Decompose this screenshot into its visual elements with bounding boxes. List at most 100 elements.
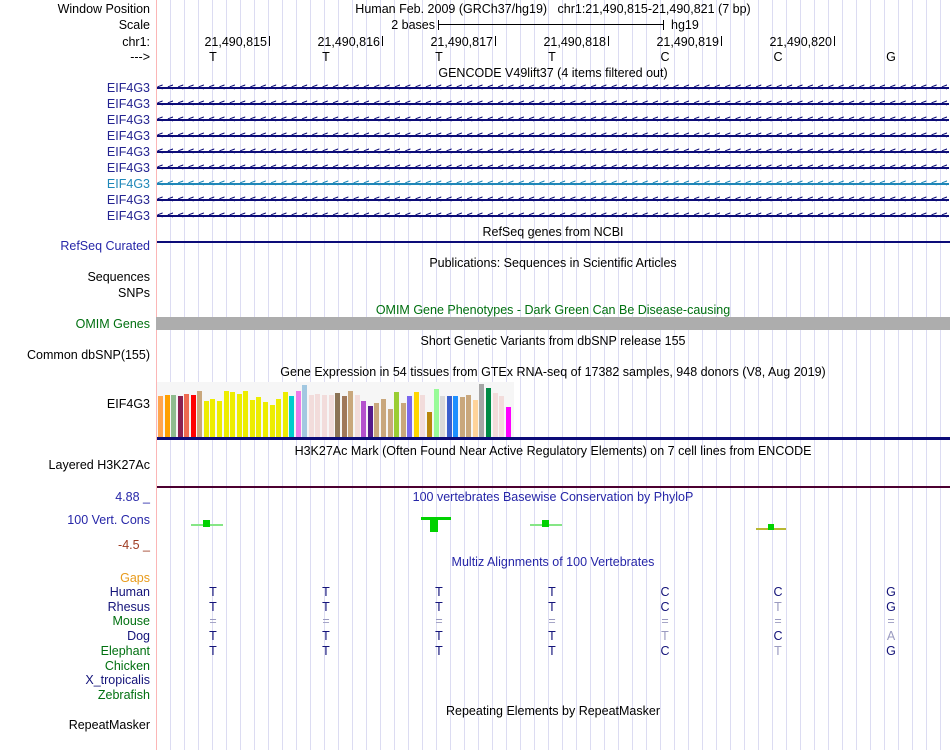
publications-sequences-label[interactable]: Sequences — [87, 270, 150, 284]
alignment-base: T — [774, 600, 782, 614]
alignment-base: = — [548, 614, 556, 628]
gtex-bar — [473, 400, 478, 437]
alignment-base: = — [774, 614, 782, 628]
gtex-bar — [178, 396, 183, 437]
gene-row[interactable]: EIF4G3 <<<<<<<<<<<<<<<<<<<<<<<<<<<<<<<<<<… — [0, 96, 950, 112]
refseq-track-title: RefSeq genes from NCBI — [482, 225, 624, 239]
h3k27ac-signal-line — [157, 486, 950, 488]
gtex-bar — [466, 395, 471, 437]
species-label-human[interactable]: Human — [109, 585, 150, 599]
gene-row[interactable]: EIF4G3 <<<<<<<<<<<<<<<<<<<<<<<<<<<<<<<<<<… — [0, 128, 950, 144]
gtex-bar — [361, 401, 366, 437]
gene-row[interactable]: EIF4G3 <<<<<<<<<<<<<<<<<<<<<<<<<<<<<<<<<<… — [0, 176, 950, 192]
species-label-chicken[interactable]: Chicken — [104, 659, 150, 673]
gtex-expression-chart[interactable] — [157, 382, 514, 437]
gtex-bar — [256, 397, 261, 437]
h3k27ac-track-title: H3K27Ac Mark (Often Found Near Active Re… — [294, 444, 812, 458]
phylop-bar — [542, 520, 549, 527]
species-label-dog[interactable]: Dog — [127, 629, 150, 643]
position-range: chr1:21,490,815-21,490,821 (7 bp) — [557, 2, 751, 16]
gene-label[interactable]: EIF4G3 — [106, 97, 150, 111]
gtex-baseline — [157, 437, 950, 440]
track-area-left-border — [156, 0, 157, 750]
gtex-gene-label[interactable]: EIF4G3 — [106, 397, 150, 411]
gene-direction-arrows: <<<<<<<<<<<<<<<<<<<<<<<<<<<<<<<<<<<<<<<<… — [157, 114, 950, 125]
gtex-bar — [191, 395, 196, 437]
gene-direction-arrows: <<<<<<<<<<<<<<<<<<<<<<<<<<<<<<<<<<<<<<<<… — [157, 98, 950, 109]
alignment-base: G — [886, 644, 896, 658]
gene-label[interactable]: EIF4G3 — [106, 145, 150, 159]
gene-label[interactable]: EIF4G3 — [106, 113, 150, 127]
scale-bar-line — [438, 24, 664, 25]
coordinate-label: 21,490,819 — [656, 35, 719, 49]
gtex-bar — [388, 409, 393, 437]
gene-label[interactable]: EIF4G3 — [106, 81, 150, 95]
gene-row[interactable]: EIF4G3 <<<<<<<<<<<<<<<<<<<<<<<<<<<<<<<<<<… — [0, 208, 950, 224]
gtex-bar — [329, 395, 334, 437]
gene-row[interactable]: EIF4G3 <<<<<<<<<<<<<<<<<<<<<<<<<<<<<<<<<<… — [0, 160, 950, 176]
multiz-track-title: Multiz Alignments of 100 Vertebrates — [451, 555, 655, 569]
coordinate-tick — [269, 36, 270, 46]
dbsnp-label[interactable]: Common dbSNP(155) — [27, 348, 150, 362]
gridlines — [157, 0, 950, 750]
phylop-min-value: -4.5 _ — [118, 538, 150, 552]
gene-intron-line — [157, 215, 949, 217]
gencode-track-title: GENCODE V49lift37 (4 items filtered out) — [438, 66, 668, 80]
gene-intron-line — [157, 199, 949, 201]
gtex-bar — [302, 385, 307, 437]
gtex-bar — [243, 391, 248, 437]
omim-genes-label[interactable]: OMIM Genes — [75, 317, 150, 331]
alignment-base: T — [209, 629, 217, 643]
species-label-elephant[interactable]: Elephant — [100, 644, 150, 658]
sequence-base: C — [773, 50, 783, 64]
gtex-bar — [414, 392, 419, 437]
strand-arrow-label[interactable]: ---> — [130, 50, 150, 64]
gene-row[interactable]: EIF4G3 <<<<<<<<<<<<<<<<<<<<<<<<<<<<<<<<<<… — [0, 144, 950, 160]
alignment-base: T — [322, 585, 330, 599]
species-label-zebrafish[interactable]: Zebrafish — [97, 688, 150, 702]
h3k27ac-label[interactable]: Layered H3K27Ac — [48, 458, 150, 472]
species-label-mouse[interactable]: Mouse — [112, 614, 150, 628]
refseq-curated-label[interactable]: RefSeq Curated — [60, 239, 150, 253]
gene-label[interactable]: EIF4G3 — [106, 177, 150, 191]
gtex-bar — [447, 396, 452, 437]
gtex-bar — [486, 388, 491, 437]
alignment-base: T — [548, 629, 556, 643]
gtex-bar — [506, 407, 511, 437]
gene-row[interactable]: EIF4G3 <<<<<<<<<<<<<<<<<<<<<<<<<<<<<<<<<<… — [0, 112, 950, 128]
coordinate-label: 21,490,817 — [430, 35, 493, 49]
gene-row[interactable]: EIF4G3 <<<<<<<<<<<<<<<<<<<<<<<<<<<<<<<<<<… — [0, 80, 950, 96]
gene-label[interactable]: EIF4G3 — [106, 129, 150, 143]
gtex-track-title: Gene Expression in 54 tissues from GTEx … — [280, 365, 826, 379]
gtex-bar — [210, 399, 215, 437]
scale-bar-tick-left — [438, 20, 439, 30]
species-label-x_tropicalis[interactable]: X_tropicalis — [85, 673, 150, 687]
gtex-bar — [322, 395, 327, 437]
gtex-bar — [381, 399, 386, 437]
gtex-bar — [368, 406, 373, 437]
gene-label[interactable]: EIF4G3 — [106, 193, 150, 207]
species-label-gaps[interactable]: Gaps — [120, 571, 150, 585]
gene-label[interactable]: EIF4G3 — [106, 209, 150, 223]
gtex-bar — [434, 389, 439, 437]
phylop-label[interactable]: 100 Vert. Cons — [67, 513, 150, 527]
alignment-base: G — [886, 600, 896, 614]
repeatmasker-track-title: Repeating Elements by RepeatMasker — [445, 704, 660, 718]
species-label-rhesus[interactable]: Rhesus — [107, 600, 150, 614]
omim-gene-bar[interactable] — [156, 317, 950, 330]
alignment-base: C — [773, 629, 783, 643]
publications-snps-label[interactable]: SNPs — [118, 286, 150, 300]
gene-intron-line — [157, 119, 949, 121]
coordinate-label: 21,490,815 — [204, 35, 267, 49]
gene-label[interactable]: EIF4G3 — [106, 161, 150, 175]
alignment-base: T — [209, 600, 217, 614]
refseq-gene-line[interactable] — [157, 241, 950, 243]
gtex-bar — [197, 391, 202, 437]
gtex-bar — [479, 384, 484, 437]
repeatmasker-label[interactable]: RepeatMasker — [68, 718, 150, 732]
gene-direction-arrows: <<<<<<<<<<<<<<<<<<<<<<<<<<<<<<<<<<<<<<<<… — [157, 130, 950, 141]
alignment-base: T — [322, 600, 330, 614]
gene-row[interactable]: EIF4G3 <<<<<<<<<<<<<<<<<<<<<<<<<<<<<<<<<<… — [0, 192, 950, 208]
scale-label: Scale — [118, 18, 150, 32]
